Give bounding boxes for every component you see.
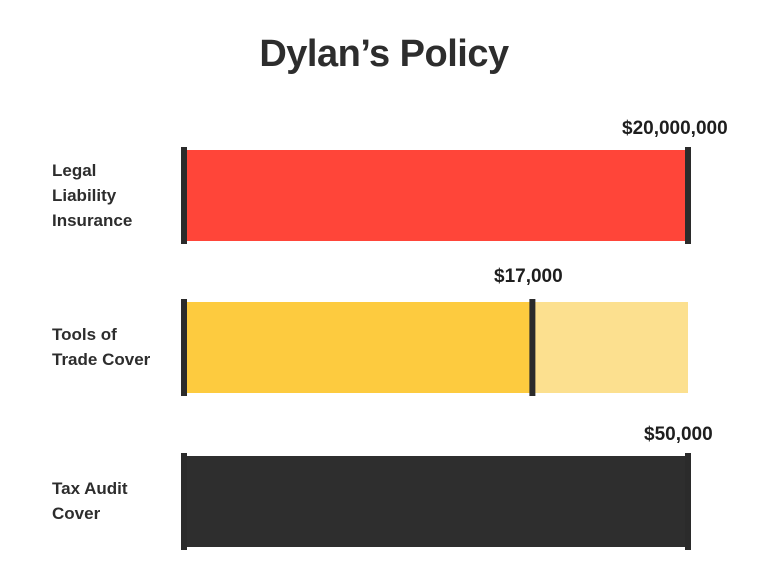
row-label-line: Liability xyxy=(52,186,117,205)
chart-title: Dylan’s Policy xyxy=(259,33,509,75)
row-label-legal-liability: Legal Liability Insurance xyxy=(52,158,132,233)
bar xyxy=(186,302,533,393)
bar xyxy=(186,456,688,547)
row-label-line: Tax Audit xyxy=(52,479,128,498)
value-label-tax-audit: $50,000 xyxy=(644,424,713,445)
value-label-tools-of-trade: $17,000 xyxy=(494,266,563,287)
value-label-legal-liability: $20,000,000 xyxy=(622,118,728,139)
row-label-tax-audit: Tax Audit Cover xyxy=(52,476,128,526)
bar xyxy=(186,150,688,241)
row-label-line: Trade Cover xyxy=(52,350,151,369)
bar-value-marker xyxy=(685,453,691,550)
row-label-line: Insurance xyxy=(52,211,133,230)
row-label-line: Legal xyxy=(52,161,97,180)
row-label-line: Tools of xyxy=(52,325,117,344)
bar-start-marker xyxy=(181,453,187,550)
bar-value-marker xyxy=(529,299,536,396)
row-label-line: Cover xyxy=(52,504,101,523)
row-label-tools-of-trade: Tools of Trade Cover xyxy=(52,322,150,372)
bar-value-marker xyxy=(685,147,691,244)
bar-start-marker xyxy=(181,299,187,396)
bar-start-marker xyxy=(181,147,187,244)
